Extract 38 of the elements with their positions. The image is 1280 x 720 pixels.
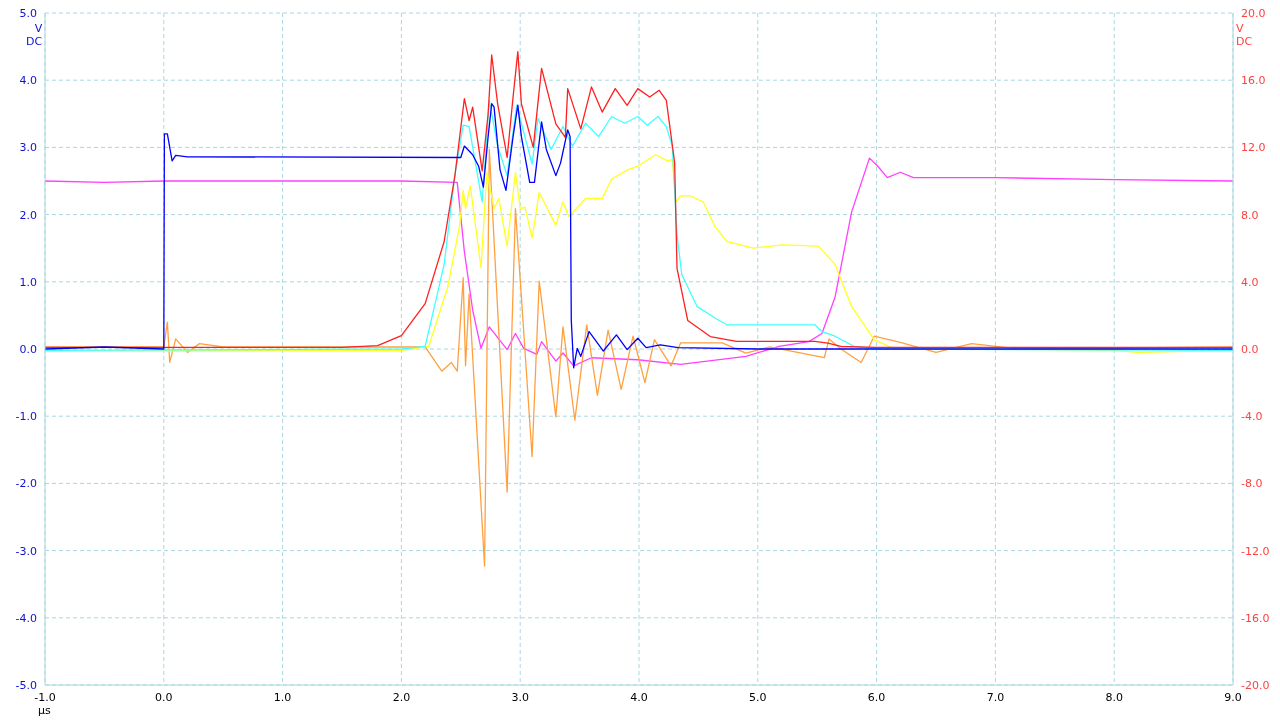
x-tick-label: 2.0 bbox=[392, 690, 411, 704]
y2-tick-label: -4.0 bbox=[1241, 410, 1263, 424]
x-tick-label: 3.0 bbox=[511, 690, 529, 704]
x-tick-label: 0.0 bbox=[155, 690, 173, 704]
y-tick-label: -5.0 bbox=[15, 678, 37, 692]
y-tick-label: -1.0 bbox=[15, 410, 37, 424]
x-tick-label: 7.0 bbox=[986, 690, 1005, 704]
y-tick-label: 4.0 bbox=[19, 74, 37, 88]
y-tick-label: -3.0 bbox=[15, 544, 37, 558]
y2-tick-label: 12.0 bbox=[1241, 141, 1266, 155]
y-tick-label: 1.0 bbox=[19, 275, 37, 289]
x-tick-label: 6.0 bbox=[867, 690, 886, 704]
y2-tick-label: -12.0 bbox=[1241, 544, 1270, 558]
y2-tick-label: -16.0 bbox=[1241, 611, 1270, 625]
y2-tick-label: 8.0 bbox=[1241, 208, 1259, 222]
x-axis-title: µs bbox=[38, 704, 51, 717]
y-tick-label: 2.0 bbox=[19, 208, 37, 222]
y2-tick-label: 0.0 bbox=[1241, 342, 1259, 356]
y-axis-title: V DC bbox=[26, 22, 43, 48]
line-series bbox=[45, 50, 1233, 348]
y-tick-label: 5.0 bbox=[19, 6, 37, 20]
y-tick-label: -2.0 bbox=[15, 477, 37, 491]
y-tick-label: 0.0 bbox=[19, 342, 37, 356]
x-tick-label: 5.0 bbox=[749, 690, 767, 704]
y2-axis-title: V DC bbox=[1236, 22, 1253, 48]
y2-tick-label: -8.0 bbox=[1241, 477, 1263, 491]
y-tick-label: 3.0 bbox=[19, 141, 37, 155]
y2-tick-label: 4.0 bbox=[1241, 275, 1259, 289]
x-tick-label: -1.0 bbox=[34, 690, 56, 704]
y2-tick-label: -20.0 bbox=[1241, 678, 1270, 692]
x-tick-label: 1.0 bbox=[273, 690, 292, 704]
x-tick-label: 8.0 bbox=[1105, 690, 1123, 704]
y-tick-label: -4.0 bbox=[15, 611, 37, 625]
line-series bbox=[45, 148, 1233, 567]
y2-tick-label: 20.0 bbox=[1241, 6, 1266, 20]
x-tick-label: 4.0 bbox=[630, 690, 648, 704]
x-tick-label: 9.0 bbox=[1224, 690, 1242, 704]
y2-tick-label: 16.0 bbox=[1241, 74, 1266, 88]
